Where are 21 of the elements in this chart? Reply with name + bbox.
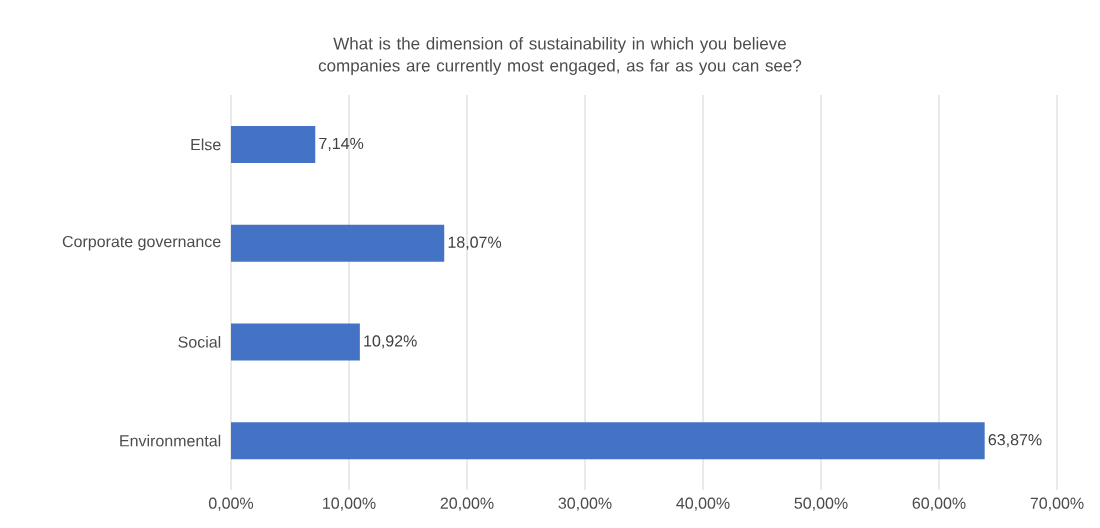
x-tick-label: 30,00% — [558, 497, 612, 511]
x-tick-label: 10,00% — [323, 497, 376, 511]
x-tick-label: 70,00% — [1030, 497, 1084, 511]
x-tick-label: 40,00% — [676, 497, 730, 511]
bar — [231, 125, 316, 163]
x-tick-label: 20,00% — [440, 497, 494, 511]
x-tick-label: 60,00% — [912, 497, 966, 511]
chart-title: What is the dimension of sustainability in which you believe companies are currently most engaged, as far as you can see? — [318, 37, 802, 75]
data-label: 10,92% — [364, 335, 417, 349]
y-tick-label: Else — [191, 138, 221, 151]
data-label: 18,07% — [448, 236, 502, 250]
y-tick-label: Environmental — [120, 434, 221, 447]
x-tick-label: 50,00% — [794, 497, 848, 511]
x-tick-label: 0,00% — [208, 497, 254, 511]
data-label: 63,87% — [988, 434, 1042, 448]
bar — [231, 323, 360, 361]
data-label: 7,14% — [319, 137, 364, 151]
y-tick-label: Corporate governance — [62, 235, 221, 251]
y-tick-label: Social — [178, 336, 221, 348]
bar — [231, 224, 445, 262]
bar — [231, 422, 985, 460]
